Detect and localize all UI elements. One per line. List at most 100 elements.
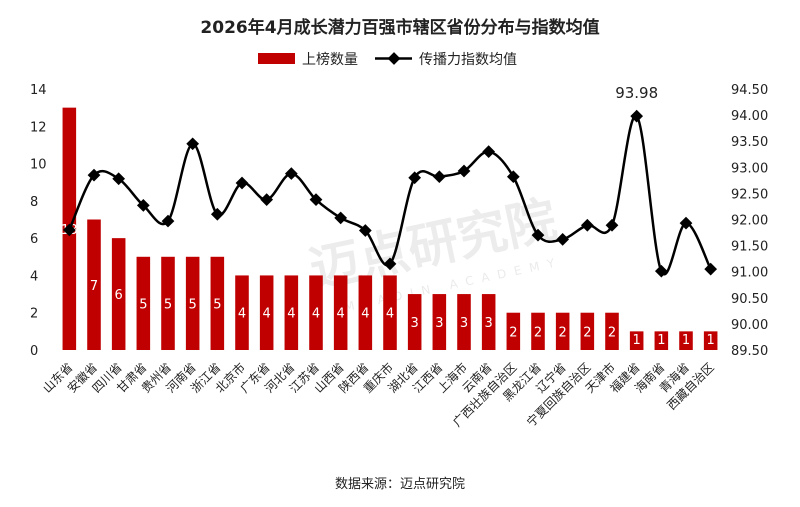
- bar: [555, 312, 570, 350]
- annotations: 93.98: [615, 84, 658, 102]
- legend: 上榜数量 传播力指数均值: [258, 51, 517, 68]
- bar-value-label: 2: [534, 325, 542, 340]
- bar: [654, 331, 669, 350]
- bar-series: [62, 107, 718, 351]
- bar: [481, 294, 496, 350]
- left-tick-label: 2: [30, 307, 38, 322]
- left-tick-label: 10: [30, 158, 47, 173]
- bar-value-label: 5: [189, 297, 197, 312]
- line-point: [186, 137, 200, 151]
- bar: [210, 256, 225, 350]
- bar-value-label: 4: [263, 307, 271, 322]
- bar: [333, 275, 348, 350]
- right-tick-label: 91.50: [731, 240, 768, 255]
- line-point: [62, 223, 76, 237]
- bar-value-label: 5: [213, 297, 221, 312]
- line-point: [654, 264, 668, 278]
- right-tick-label: 93.00: [731, 161, 768, 176]
- right-tick-label: 89.50: [731, 344, 768, 359]
- left-axis: 0 2 4 6 8 10 12 14: [30, 83, 47, 359]
- bar-value-label: 4: [337, 307, 345, 322]
- line-point: [260, 193, 274, 207]
- peak-value-label: 93.98: [615, 84, 658, 102]
- line-point: [284, 167, 298, 180]
- right-tick-label: 92.00: [731, 214, 768, 229]
- bar: [383, 275, 397, 350]
- left-tick-label: 0: [30, 344, 38, 359]
- bar-value-label: 4: [238, 307, 246, 322]
- left-tick-label: 14: [30, 83, 47, 98]
- bar: [161, 256, 175, 350]
- bar-value-label: 2: [583, 325, 591, 340]
- bar-value-label: 2: [559, 325, 567, 340]
- bar: [703, 331, 718, 350]
- left-tick-label: 4: [30, 269, 38, 284]
- legend-line-marker: [387, 52, 401, 65]
- bar: [111, 238, 126, 350]
- legend-bar-swatch: [258, 53, 295, 64]
- right-axis: 89.50 90.00 90.50 91.00 91.50 92.00 92.50 93.00…: [731, 83, 768, 359]
- bar-value-label: 1: [707, 333, 715, 348]
- right-tick-label: 93.50: [731, 135, 768, 150]
- line-point: [506, 170, 520, 184]
- bar-value-label: 5: [139, 297, 147, 312]
- line-point: [432, 170, 446, 184]
- line-point: [457, 164, 471, 178]
- bar-value-label: 4: [312, 307, 320, 322]
- line-point: [605, 218, 619, 232]
- left-tick-label: 8: [30, 195, 38, 210]
- bar: [679, 331, 693, 350]
- bar: [531, 312, 545, 350]
- right-tick-label: 90.50: [731, 292, 768, 307]
- bar: [185, 256, 200, 350]
- line-point: [408, 171, 422, 185]
- bar: [432, 294, 447, 350]
- x-axis-labels: 山东省安徽省四川省甘肃省贵州省河南省浙江省北京市广东省河北省江苏省山西省陕西省重…: [40, 360, 717, 430]
- line-series: [62, 109, 718, 278]
- source-note: 数据来源：迈点研究院: [335, 477, 465, 492]
- left-tick-label: 12: [30, 120, 47, 135]
- bar: [605, 312, 619, 350]
- bar-value-label: 5: [164, 297, 172, 312]
- bar: [580, 312, 595, 350]
- bar: [136, 256, 151, 350]
- bar-value-label: 1: [633, 333, 641, 348]
- left-tick-label: 6: [30, 232, 38, 247]
- bar: [358, 275, 373, 350]
- line-point: [580, 218, 594, 232]
- bar-value-label: 7: [90, 279, 98, 294]
- bar: [407, 294, 422, 350]
- bar-value-label: 3: [411, 316, 419, 331]
- line-point: [358, 224, 372, 237]
- bar-value-label: 3: [435, 316, 443, 331]
- legend-bar-label: 上榜数量: [302, 51, 358, 68]
- bar-value-label: 4: [386, 307, 394, 322]
- line-point: [235, 176, 249, 190]
- bar: [284, 275, 299, 350]
- bar: [629, 331, 644, 350]
- right-tick-label: 91.00: [731, 266, 768, 281]
- line-point: [704, 262, 718, 276]
- bar-value-label: 6: [115, 288, 123, 303]
- bar-value-label: 4: [361, 307, 369, 322]
- line-point: [383, 257, 397, 271]
- bar-value-label: 3: [485, 316, 493, 331]
- line-point: [334, 211, 348, 225]
- bar: [235, 275, 249, 350]
- line-point: [309, 193, 323, 207]
- line-point: [482, 145, 496, 159]
- bar: [87, 219, 101, 350]
- index-line: [68, 114, 712, 276]
- line-point: [210, 207, 224, 221]
- line-point: [136, 199, 150, 212]
- bar-data-labels: 1376555544444443333222221111: [61, 223, 715, 348]
- right-tick-label: 94.50: [731, 83, 768, 98]
- bar: [457, 294, 471, 350]
- bar-value-label: 1: [682, 333, 690, 348]
- right-tick-label: 94.00: [731, 109, 768, 124]
- right-tick-label: 90.00: [731, 318, 768, 333]
- bar-value-label: 1: [657, 333, 665, 348]
- bar: [259, 275, 274, 350]
- line-point: [161, 214, 175, 228]
